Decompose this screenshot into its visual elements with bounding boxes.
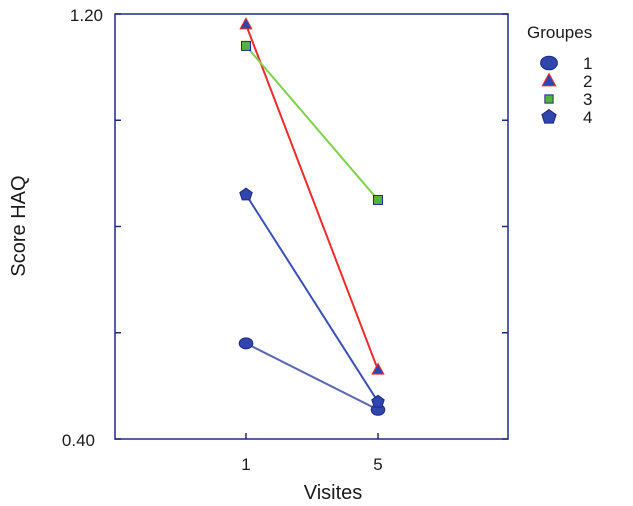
legend-item: 2 [541,72,592,91]
series-line [245,342,379,411]
data-point [239,17,253,30]
legend-label: 4 [583,108,592,127]
legend-marker [544,94,554,104]
legend-item: 1 [540,54,592,73]
data-point [241,40,251,51]
legend-title: Groupes [527,23,592,42]
series-line [245,194,379,403]
legend-label: 3 [583,90,592,109]
series-2 [239,17,385,375]
series-3 [241,40,383,205]
y-axis-title: Score HAQ [8,175,30,276]
legend-marker [541,72,557,87]
legend-item: 4 [541,108,592,127]
x-tick-label: 1 [241,455,250,474]
series-4 [239,187,385,408]
x-axis-title: Visites [304,482,363,504]
legend-item: 3 [544,90,592,109]
y-tick-label-top: 1.20 [70,6,103,25]
data-point [238,337,254,350]
data-point [373,194,383,205]
legend-label: 1 [583,54,592,73]
series-line [245,45,379,201]
data-point [239,187,253,201]
data-point [371,362,385,375]
legend-label: 2 [583,72,592,91]
legend-marker [540,55,558,71]
x-tick-label: 5 [373,455,382,474]
data-point [371,394,385,408]
legend-marker [541,108,557,124]
y-tick-label-bottom: 0.40 [62,431,95,450]
series-line [245,24,379,371]
